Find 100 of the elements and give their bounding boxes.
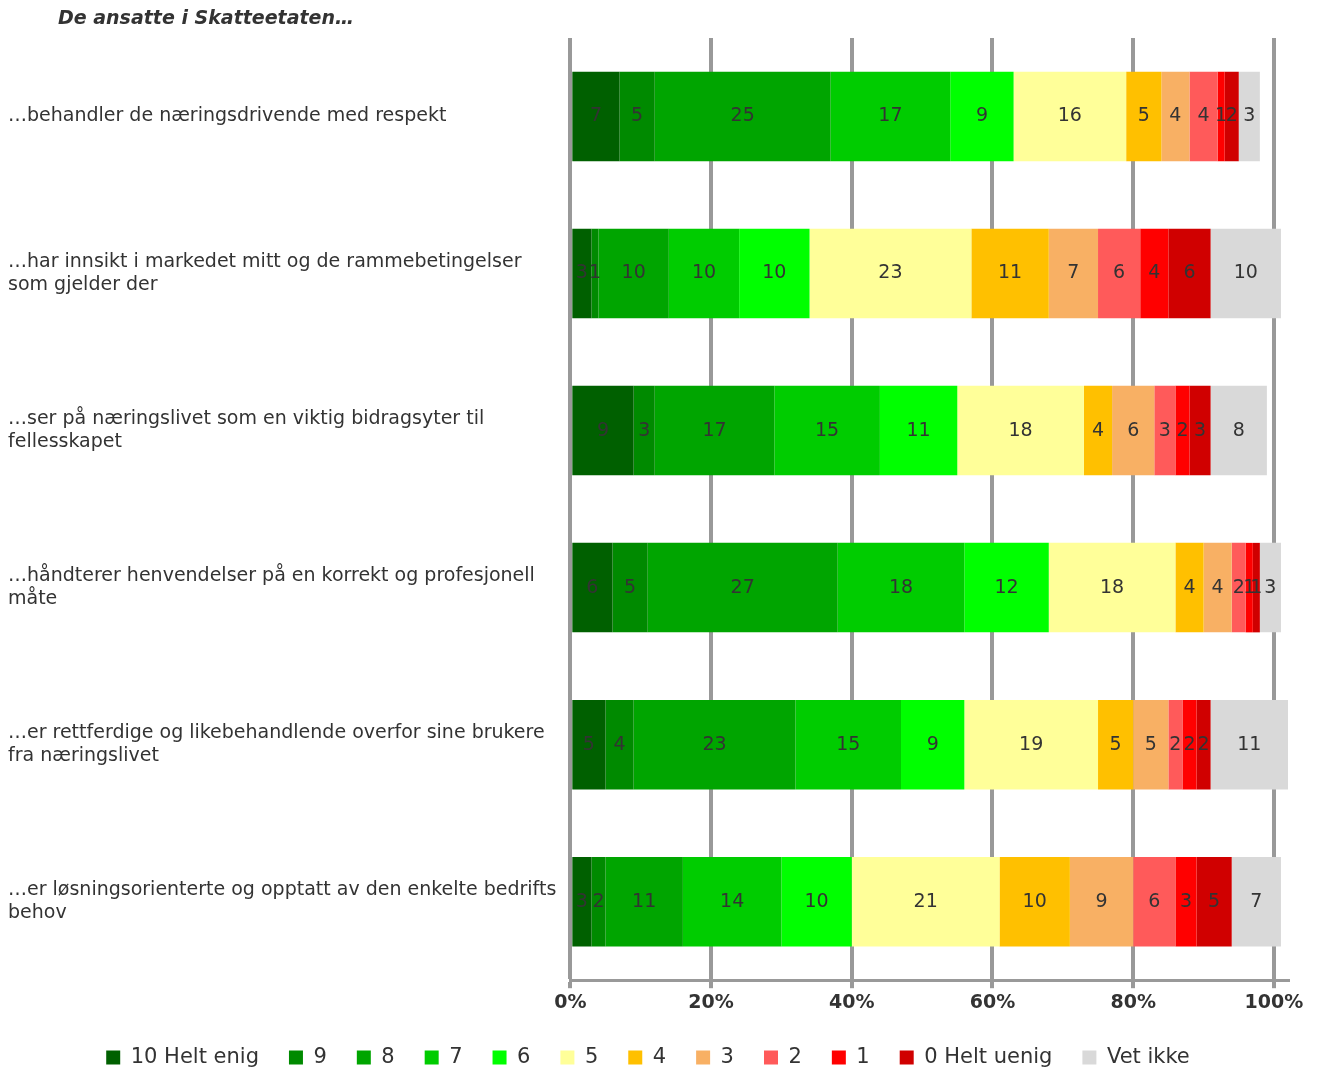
bar (1168, 228, 1211, 319)
bar (1175, 542, 1204, 633)
data-label: 15 (815, 417, 840, 440)
bar (1231, 856, 1281, 947)
y-tick-label: …er løsningsorienterte og opptatt av den enkelte bedrifts behov (8, 877, 557, 923)
bar (605, 699, 634, 790)
bar (957, 385, 1084, 476)
data-label: 5 (1144, 731, 1157, 754)
bar (1210, 385, 1267, 476)
bar (654, 71, 831, 162)
legend-label: 2 (788, 1043, 802, 1068)
data-label: 2 (1183, 731, 1196, 754)
legend-label: 8 (381, 1043, 395, 1068)
data-label: 16 (1057, 103, 1082, 126)
y-tick-label: …er rettferdige og likebehandlende overfor sine brukere fra næringslivet (8, 720, 545, 765)
bar (901, 699, 965, 790)
data-label: 11 (997, 260, 1023, 283)
data-label: 4 (1211, 574, 1224, 597)
data-label: 11 (906, 417, 931, 440)
data-label: 2 (1225, 103, 1238, 126)
bar (647, 542, 838, 633)
bar (1196, 856, 1232, 947)
bar (1098, 699, 1134, 790)
x-tick-label: 40% (829, 989, 875, 1012)
data-label: 18 (888, 574, 914, 597)
data-label: 2 (1169, 731, 1182, 754)
bar (591, 856, 606, 947)
data-label: 3 (1264, 574, 1277, 597)
data-label: 5 (1109, 731, 1122, 754)
bar (1189, 71, 1218, 162)
data-label: 14 (720, 888, 745, 911)
bar (739, 228, 810, 319)
data-label: 5 (631, 103, 644, 126)
data-label: 2 (1176, 417, 1189, 440)
bar (781, 856, 852, 947)
data-label: 18 (1100, 574, 1125, 597)
data-label: 7 (1067, 260, 1080, 283)
data-label: 9 (975, 103, 988, 126)
bar (1133, 699, 1169, 790)
data-label: 23 (878, 260, 903, 283)
data-label: 6 (1148, 888, 1161, 911)
legend-label: 5 (584, 1043, 599, 1068)
legend-label: 10 Helt enig (130, 1043, 259, 1068)
bar (605, 856, 683, 947)
text: De ansatte i Skatteetaten… (58, 6, 355, 29)
bar (1126, 71, 1162, 162)
bar (795, 699, 902, 790)
bar (668, 228, 740, 319)
x-tick-label: 100% (1244, 989, 1304, 1012)
data-label: 11 (632, 888, 657, 911)
data-label: 21 (913, 888, 938, 911)
y-tick-label: …behandler de næringsdrivende med respekt (8, 103, 447, 126)
bar (837, 542, 965, 633)
legend-label: 9 (313, 1043, 327, 1068)
x-tick-label: 60% (969, 989, 1016, 1012)
data-label: 10 (762, 260, 787, 283)
data-label: 3 (1179, 888, 1193, 911)
bar (1224, 71, 1239, 162)
bar (971, 228, 1049, 319)
bar (633, 385, 655, 476)
data-label: 4 (1148, 260, 1161, 283)
x-tick-label: 20% (688, 989, 734, 1012)
data-label: 8 (1232, 417, 1245, 440)
legend-label: 6 (517, 1043, 531, 1068)
bar (1161, 71, 1190, 162)
data-label: 23 (702, 731, 727, 754)
bar (682, 856, 782, 947)
bar (1168, 699, 1183, 790)
data-label: 7 (1250, 888, 1263, 911)
bar (1189, 385, 1211, 476)
data-label: 18 (1008, 417, 1033, 440)
legend-label: 4 (652, 1043, 667, 1068)
bar (633, 699, 796, 790)
bar (809, 228, 972, 319)
data-label: 15 (836, 731, 861, 754)
data-label: 10 (1233, 260, 1258, 283)
bar (1210, 228, 1281, 319)
bar (612, 542, 648, 633)
bar (1133, 856, 1176, 947)
legend-label: 3 (720, 1043, 734, 1068)
data-label: 10 (804, 888, 829, 911)
data-label: 3 (1194, 417, 1207, 440)
data-label: 2 (1197, 731, 1210, 754)
data-label: 10 (691, 260, 717, 283)
bar (851, 856, 1000, 947)
x-tick-label: 0% (554, 989, 587, 1012)
bar (1259, 542, 1281, 633)
legend-label: 0 Helt uenig (924, 1043, 1053, 1068)
data-label: 4 (1183, 574, 1196, 597)
data-label: 5 (1208, 888, 1221, 911)
bar (1112, 385, 1155, 476)
data-label: 9 (1095, 888, 1108, 911)
data-label: 25 (730, 103, 755, 126)
bar (1182, 699, 1197, 790)
y-tick-label: …ser på næringslivet som en viktig bidragsyter til fellesskapet (8, 406, 485, 451)
bar (1175, 856, 1197, 947)
data-label: 4 (1169, 103, 1182, 126)
bar (1140, 228, 1169, 319)
legend-label: 7 (449, 1043, 463, 1068)
bar (1238, 71, 1260, 162)
